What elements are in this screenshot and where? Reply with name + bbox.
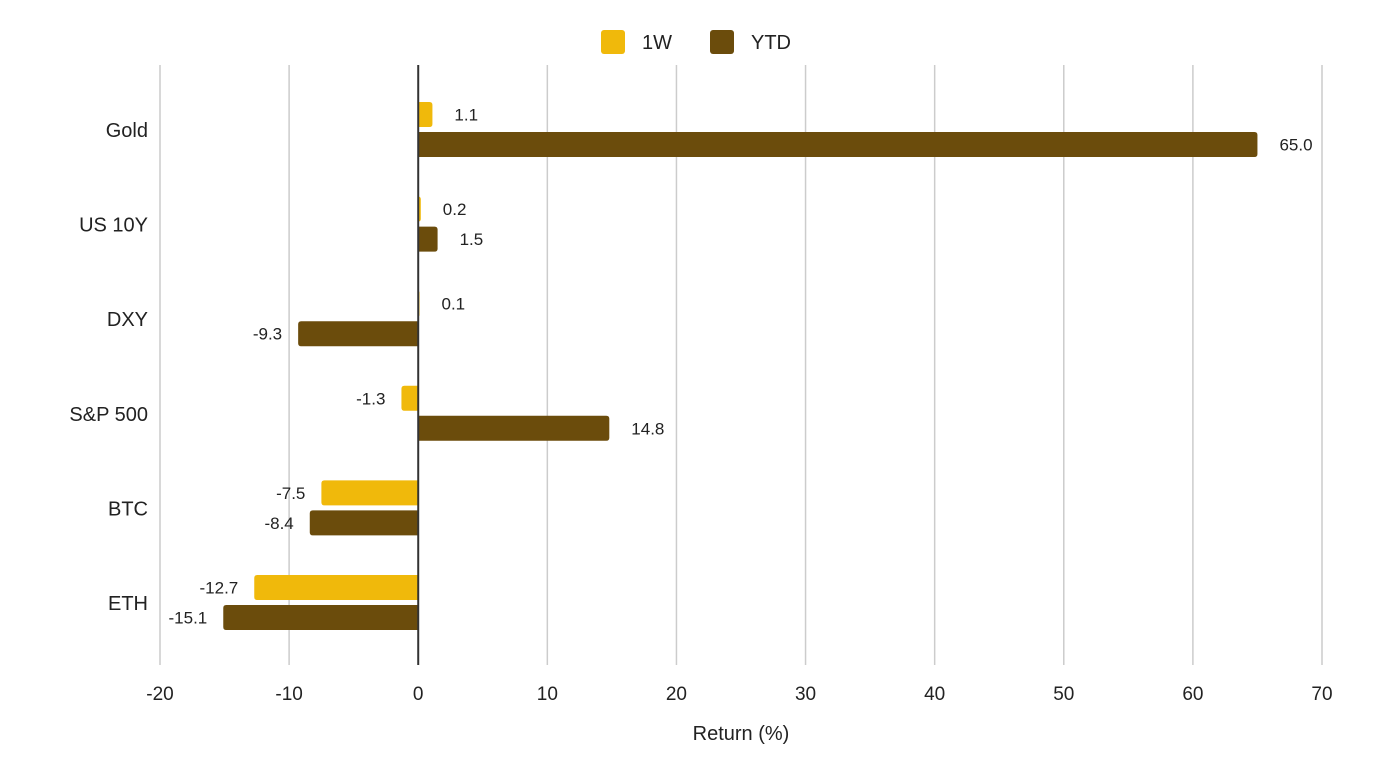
bar-1w	[401, 385, 419, 411]
data-label: -1.3	[356, 389, 385, 408]
x-tick-label: 50	[1053, 684, 1074, 705]
x-tick-label: 0	[413, 684, 424, 705]
bar-1w	[418, 102, 433, 127]
data-labels: 1.1 65.0 0.2 1.5 0.1 -9.3 -1.3 14.8 -7.5 -8.4 -12.…	[169, 106, 1313, 628]
legend-swatch-1w	[601, 30, 625, 54]
data-label: 14.8	[631, 419, 664, 438]
x-tick-label: 40	[924, 684, 945, 705]
data-label: -15.1	[169, 609, 208, 628]
x-tick-label: 70	[1311, 684, 1332, 705]
x-tick-label: -20	[146, 684, 173, 705]
x-tick-labels: -20 -10 0 10 20 30 40 50 60 70	[146, 684, 1332, 705]
category-label: US 10Y	[79, 215, 148, 237]
bars	[223, 102, 1258, 630]
data-label: -7.5	[276, 484, 305, 503]
category-label: DXY	[107, 309, 148, 331]
x-tick-label: 10	[537, 684, 558, 705]
category-labels: Gold US 10Y DXY S&P 500 BTC ETH	[69, 120, 148, 615]
data-label: 1.5	[460, 230, 484, 249]
bar-ytd	[298, 321, 419, 347]
data-label: 1.1	[454, 106, 478, 125]
category-label: S&P 500	[69, 404, 148, 426]
legend-label: YTD	[751, 32, 791, 54]
legend: 1W YTD	[601, 30, 791, 54]
x-tick-label: 20	[666, 684, 687, 705]
bar-ytd	[418, 226, 438, 252]
category-label: Gold	[106, 120, 148, 142]
data-label: 0.2	[443, 200, 467, 219]
bar-ytd	[418, 415, 610, 441]
legend-swatch-ytd	[710, 30, 734, 54]
bar-ytd	[223, 605, 419, 630]
data-label: 0.1	[442, 295, 466, 314]
x-tick-label: -10	[275, 684, 302, 705]
bar-1w	[254, 575, 419, 600]
category-label: ETH	[108, 593, 148, 615]
data-label: -8.4	[264, 514, 293, 533]
x-tick-label: 30	[795, 684, 816, 705]
data-label: -9.3	[253, 325, 282, 344]
bar-1w	[321, 480, 419, 506]
bar-ytd	[309, 510, 419, 536]
category-label: BTC	[108, 498, 148, 520]
x-tick-label: 60	[1182, 684, 1203, 705]
legend-label: 1W	[642, 32, 672, 54]
gridlines	[159, 65, 1323, 665]
data-label: -12.7	[200, 579, 239, 598]
data-label: 65.0	[1279, 136, 1312, 155]
bar-ytd	[418, 132, 1258, 157]
x-axis-title: Return (%)	[693, 723, 790, 745]
